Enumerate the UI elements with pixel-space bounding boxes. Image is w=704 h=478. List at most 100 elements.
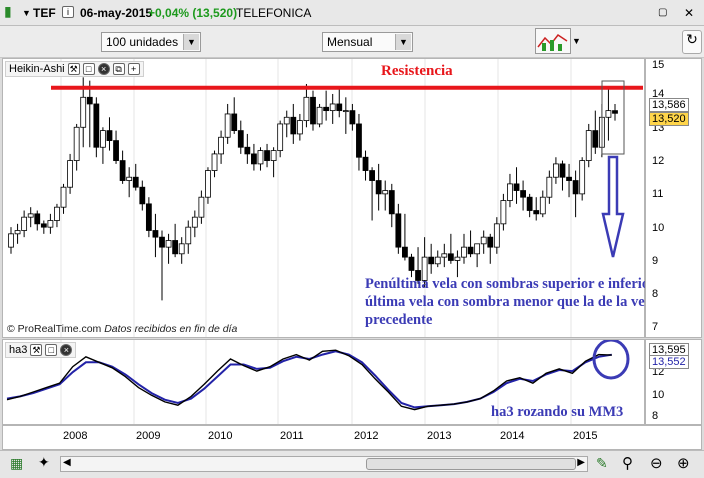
candle-bear	[467, 246, 474, 255]
chevron-down-icon: ▼	[183, 34, 199, 50]
candle-bear	[132, 176, 139, 188]
down-arrow-shape	[601, 155, 625, 258]
candle-bull	[8, 233, 14, 248]
x-tick: 2013	[427, 430, 452, 442]
indicator-axis[interactable]: 12 10 8 13,595 13,552	[645, 339, 702, 425]
window-icon[interactable]: □	[82, 63, 95, 75]
candle-bear	[310, 96, 316, 125]
candle-bull	[270, 150, 277, 161]
candle-bull	[382, 190, 389, 195]
candle-bear	[526, 196, 533, 211]
candle-bull	[100, 130, 106, 148]
candle-bear	[119, 160, 126, 181]
candle-bear	[395, 213, 402, 248]
candle-bull	[421, 256, 428, 281]
wrench-icon[interactable]: ⚒	[67, 63, 80, 75]
candle-bull	[21, 216, 28, 231]
units-select[interactable]: 100 unidades ▼	[101, 32, 201, 52]
candle-bear	[375, 180, 382, 195]
price-tag-last: 13,520	[649, 112, 689, 126]
candle-bear	[356, 123, 362, 158]
indicator-svg[interactable]	[3, 340, 644, 424]
candle-bull	[224, 113, 231, 138]
candle-bear	[237, 130, 244, 148]
highlight-box	[601, 80, 625, 155]
units-value: 100 unidades	[106, 35, 179, 49]
x-tick: 2012	[354, 430, 379, 442]
candles-icon[interactable]: ▮	[4, 3, 12, 19]
price-tag-high: 13,586	[649, 98, 689, 112]
chart-style-icon	[537, 33, 568, 51]
x-tick: 2014	[500, 430, 525, 442]
chevron-down-icon[interactable]: ▼	[22, 8, 31, 18]
wrench-icon[interactable]: ⚒	[30, 344, 43, 356]
date-label: 06-may-2015	[80, 6, 153, 20]
candle-bear	[402, 246, 408, 258]
symbol-label[interactable]: TEF	[33, 6, 56, 20]
candle-bear	[336, 103, 343, 112]
scroll-left-icon[interactable]: ◀	[63, 457, 71, 468]
ha3-ma-value: 13,552	[649, 355, 689, 369]
y-tick: 9	[652, 255, 659, 267]
zoom-in-icon[interactable]: ⊕	[677, 455, 690, 472]
add-indicator-icon[interactable]: ▦	[10, 455, 24, 471]
pointer-icon[interactable]: ✦	[38, 454, 50, 470]
candle-bull	[553, 163, 559, 178]
copy-icon[interactable]: ⧉	[112, 63, 125, 75]
candle-bull	[474, 243, 481, 255]
add-icon[interactable]: +	[127, 63, 140, 75]
chart-type-button[interactable]	[535, 28, 571, 54]
highlight-circle	[592, 340, 630, 380]
candle-bull	[67, 160, 73, 188]
candle-bull	[211, 153, 218, 171]
close-icon[interactable]: ✕	[684, 6, 695, 20]
candle-bull	[178, 243, 185, 255]
time-axis[interactable]: 2008 2009 2010 2011 2012 2013 2014 2015	[2, 425, 702, 450]
candle-bull	[461, 246, 467, 258]
window-icon[interactable]: □	[45, 344, 58, 356]
y-tick: 12	[652, 155, 665, 167]
price-chart-svg[interactable]	[3, 59, 644, 337]
period-select[interactable]: Mensual ▼	[322, 32, 413, 52]
candle-bear	[106, 130, 113, 141]
y-tick: 10	[652, 222, 665, 234]
scroll-right-icon[interactable]: ▶	[577, 457, 585, 468]
y-tick: 10	[652, 389, 665, 401]
candle-bear	[612, 110, 618, 114]
candle-bull	[480, 236, 487, 245]
candle-bull	[454, 256, 461, 261]
candle-bear	[93, 103, 100, 148]
candle-bull	[257, 150, 264, 165]
x-tick: 2015	[573, 430, 598, 442]
zoom-fit-icon[interactable]: ⚲	[622, 455, 633, 472]
candle-bear	[152, 230, 159, 238]
change-label: +0,04% (13,520)	[148, 6, 238, 20]
indicator-header: ha3 ⚒ □ ×	[5, 342, 77, 358]
candle-bull	[539, 196, 546, 215]
resistance-label: Resistencia	[381, 63, 453, 79]
candle-bear	[388, 190, 395, 215]
candle-bull	[80, 96, 87, 128]
refresh-icon[interactable]: ↻	[682, 30, 702, 54]
price-axis[interactable]: 15 14 13 12 11 10 9 8 7 13,586 13,520	[645, 58, 702, 338]
info-icon[interactable]: i	[62, 6, 74, 18]
restore-icon[interactable]: ▢	[658, 7, 668, 18]
scroll-thumb[interactable]	[366, 458, 576, 470]
candle-bear	[487, 236, 494, 248]
candle-bear	[264, 150, 270, 161]
horizontal-scrollbar[interactable]: ◀ ▶	[60, 456, 588, 472]
zoom-out-icon[interactable]: ⊖	[650, 455, 663, 472]
y-tick: 7	[652, 321, 659, 333]
y-tick: 15	[652, 59, 665, 71]
toolbar: 100 unidades ▼ Mensual ▼ ▼ ↻	[0, 26, 704, 58]
chevron-down-icon[interactable]: ▼	[572, 36, 581, 46]
candle-bear	[251, 153, 257, 165]
close-icon[interactable]: ×	[97, 63, 110, 75]
tools-icon[interactable]: ✎	[596, 455, 608, 471]
candle-bull	[500, 200, 507, 225]
candle-bear	[513, 183, 520, 191]
close-icon[interactable]: ×	[60, 344, 73, 356]
candle-bull	[198, 196, 205, 218]
candle-bull	[296, 120, 303, 135]
watermark: © ProRealTime.com Datos recibidos en fin…	[7, 323, 237, 335]
